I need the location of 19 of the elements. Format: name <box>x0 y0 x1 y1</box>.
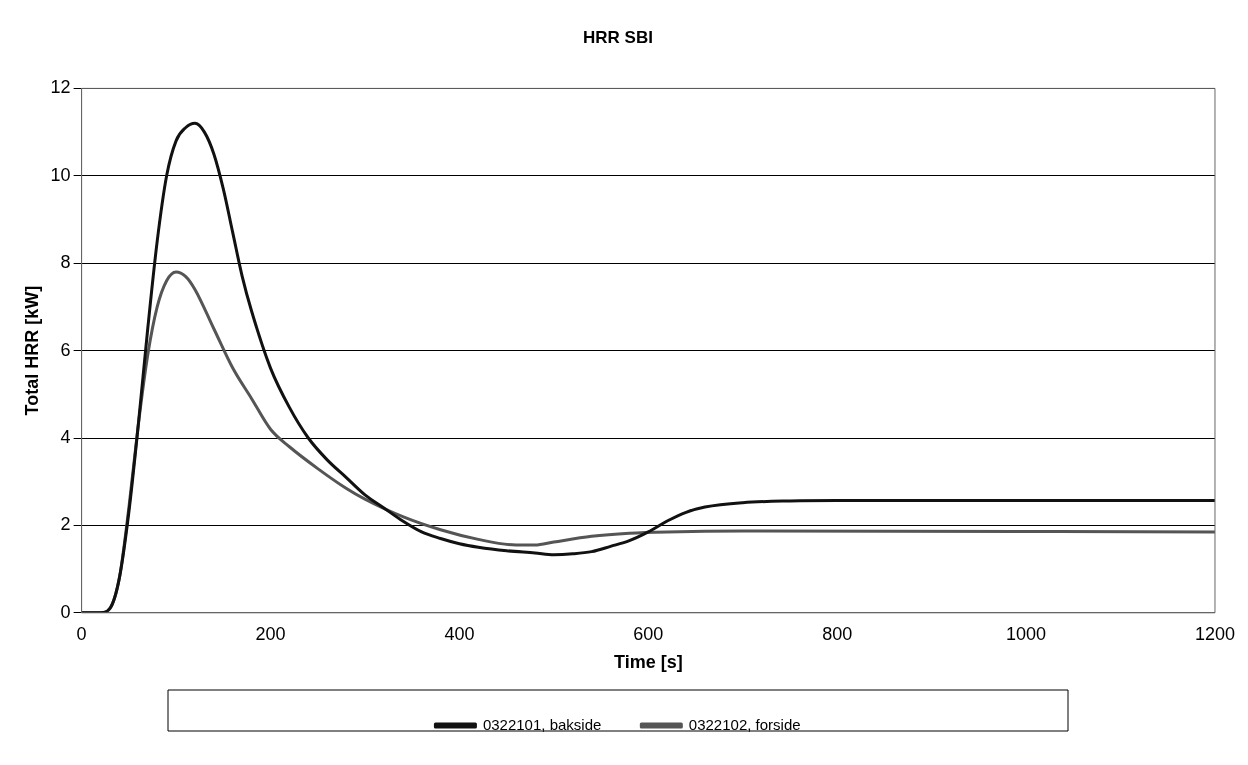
x-tick-label: 600 <box>633 623 664 644</box>
x-tick-label: 200 <box>255 623 286 644</box>
y-tick-label: 4 <box>60 426 71 447</box>
y-axis-title: Total HRR [kW] <box>21 285 42 416</box>
y-tick-label: 8 <box>60 252 71 273</box>
y-tick-label: 2 <box>60 514 71 535</box>
legend-label: 0322101, bakside <box>482 715 602 733</box>
x-axis-title: Time [s] <box>613 652 683 673</box>
x-tick-label: 1200 <box>1194 623 1235 644</box>
x-tick-label: 1000 <box>1006 623 1047 644</box>
chart-title: HRR SBI <box>583 27 653 47</box>
y-tick-label: 6 <box>60 339 71 360</box>
legend-label: 0322102, forside <box>688 715 801 733</box>
y-tick-label: 12 <box>50 77 71 98</box>
x-tick-label: 800 <box>822 623 853 644</box>
y-tick-label: 10 <box>50 164 71 185</box>
x-tick-label: 0 <box>76 623 87 644</box>
y-tick-label: 0 <box>60 601 71 622</box>
x-tick-label: 400 <box>444 623 475 644</box>
